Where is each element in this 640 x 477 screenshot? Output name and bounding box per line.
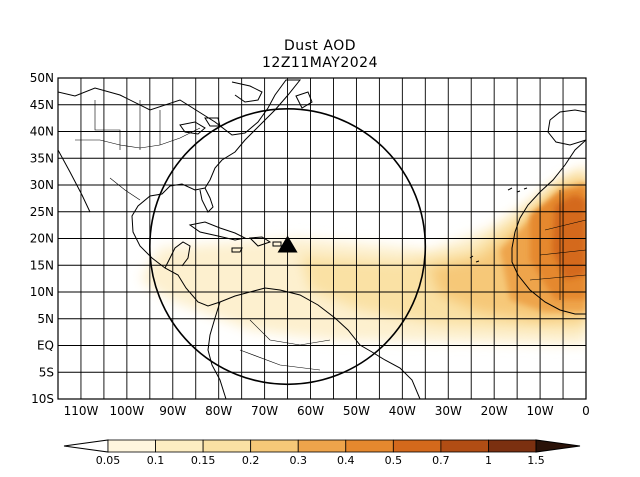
colorbar-label: 0.3 xyxy=(289,454,307,467)
longitude-label: 70W xyxy=(251,404,278,418)
dust-plume-core xyxy=(552,195,586,280)
colorbar-segment xyxy=(392,439,442,453)
longitude-label: 30W xyxy=(435,404,462,418)
hudson-area xyxy=(231,81,263,103)
colorbar-label: 0.05 xyxy=(96,454,121,467)
longitude-label: 10W xyxy=(527,404,554,418)
colorbar-segment xyxy=(345,439,394,453)
africa-coast xyxy=(511,139,586,315)
cuba-coast xyxy=(188,221,247,241)
longitude-label: 50W xyxy=(343,404,370,418)
south-america-west-coast xyxy=(207,301,227,399)
yucatan-coast xyxy=(164,241,191,269)
latitude-label: 5S xyxy=(39,365,54,379)
colorbar-segment xyxy=(488,439,537,453)
puerto-rico-coast xyxy=(272,241,282,247)
hispaniola-coast xyxy=(248,236,272,247)
map-title: Dust AOD xyxy=(283,38,357,54)
latitude-label: EQ xyxy=(37,339,54,353)
site-marker-triangle-icon xyxy=(277,235,298,253)
longitude-label: 90W xyxy=(159,404,186,418)
latitude-label: 40N xyxy=(30,125,54,139)
colorbar-label: 0.7 xyxy=(432,454,450,467)
longitude-label: 60W xyxy=(297,404,324,418)
longitude-label: 20W xyxy=(481,404,508,418)
colorbar-label: 0.4 xyxy=(337,454,355,467)
colorbar-label: 1 xyxy=(485,454,492,467)
longitude-label: 40W xyxy=(389,404,416,418)
latitude-label: 50N xyxy=(30,71,54,85)
colorbar-label: 0.2 xyxy=(242,454,260,467)
longitude-label: 0 xyxy=(582,404,590,418)
newfoundland-coast xyxy=(295,91,313,109)
south-america-coast xyxy=(219,287,421,399)
colorbar-segment xyxy=(107,439,156,453)
map-subtitle: 12Z11MAY2024 xyxy=(262,55,378,71)
colorbar: 0.05 0.1 0.15 0.2 0.3 0.4 0.5 0.7 1 1.5 xyxy=(63,439,581,467)
colorbar-label: 0.15 xyxy=(191,454,216,467)
latitude-label: 5N xyxy=(37,312,54,326)
colorbar-segment xyxy=(155,439,204,453)
jamaica-coast xyxy=(231,247,243,253)
longitude-labels: 110W 100W 90W 80W 70W 60W 50W 40W 30W 20W 10W 0 xyxy=(64,404,590,418)
latitude-label: 30N xyxy=(30,178,54,192)
latitude-label: 15N xyxy=(30,258,54,272)
canary-islands xyxy=(507,187,528,193)
colorbar-label: 0.5 xyxy=(385,454,403,467)
latitude-labels: 50N 45N 40N 35N 30N 25N 20N 15N 10N 5N EQ 5S 10S xyxy=(30,71,54,406)
longitude-label: 80W xyxy=(205,404,232,418)
colorbar-label: 0.1 xyxy=(147,454,165,467)
colorbar-low-triangle xyxy=(63,439,109,453)
longitude-label: 110W xyxy=(64,404,99,418)
colorbar-segment xyxy=(297,439,347,453)
colorbar-label: 1.5 xyxy=(527,454,545,467)
map-frame xyxy=(57,77,587,400)
latitude-label: 10S xyxy=(31,392,54,406)
colorbar-high-triangle xyxy=(535,439,581,453)
latitude-label: 10N xyxy=(30,285,54,299)
latitude-label: 45N xyxy=(30,98,54,112)
longitude-label: 100W xyxy=(109,404,144,418)
coastlines xyxy=(58,79,586,399)
latitude-label: 25N xyxy=(30,205,54,219)
iberia-coast xyxy=(547,109,586,146)
baja-coast xyxy=(58,149,91,213)
latitude-label: 35N xyxy=(30,151,54,165)
cape-verde xyxy=(469,255,480,263)
latitude-label: 20N xyxy=(30,232,54,246)
colorbar-segment xyxy=(250,439,299,453)
florida-coast xyxy=(199,187,214,213)
colorbar-segment xyxy=(440,439,489,453)
political-borders xyxy=(75,100,586,371)
range-circle xyxy=(149,107,427,386)
colorbar-segment xyxy=(202,439,252,453)
